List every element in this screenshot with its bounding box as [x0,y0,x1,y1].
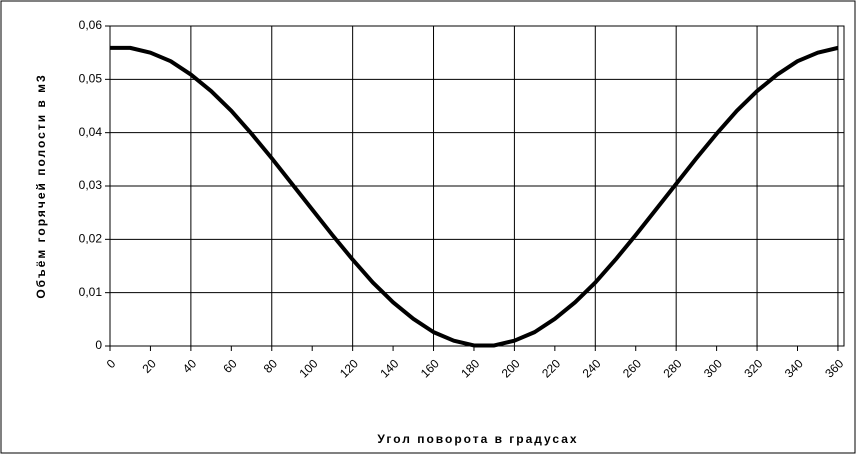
x-axis-label: Угол поворота в градусах [377,432,578,446]
y-tick-label: 0,06 [79,18,103,32]
y-tick-label: 0,04 [79,125,103,139]
data-line [110,45,839,348]
y-tick-label: 0 [95,338,102,352]
y-tick-label: 0,05 [79,72,103,86]
y-tick-label: 0,03 [79,178,103,192]
y-tick-label: 0,02 [79,232,103,246]
y-tick-label: 0,01 [79,285,103,299]
y-axis-label: Объём горячей полости в м3 [34,73,48,298]
